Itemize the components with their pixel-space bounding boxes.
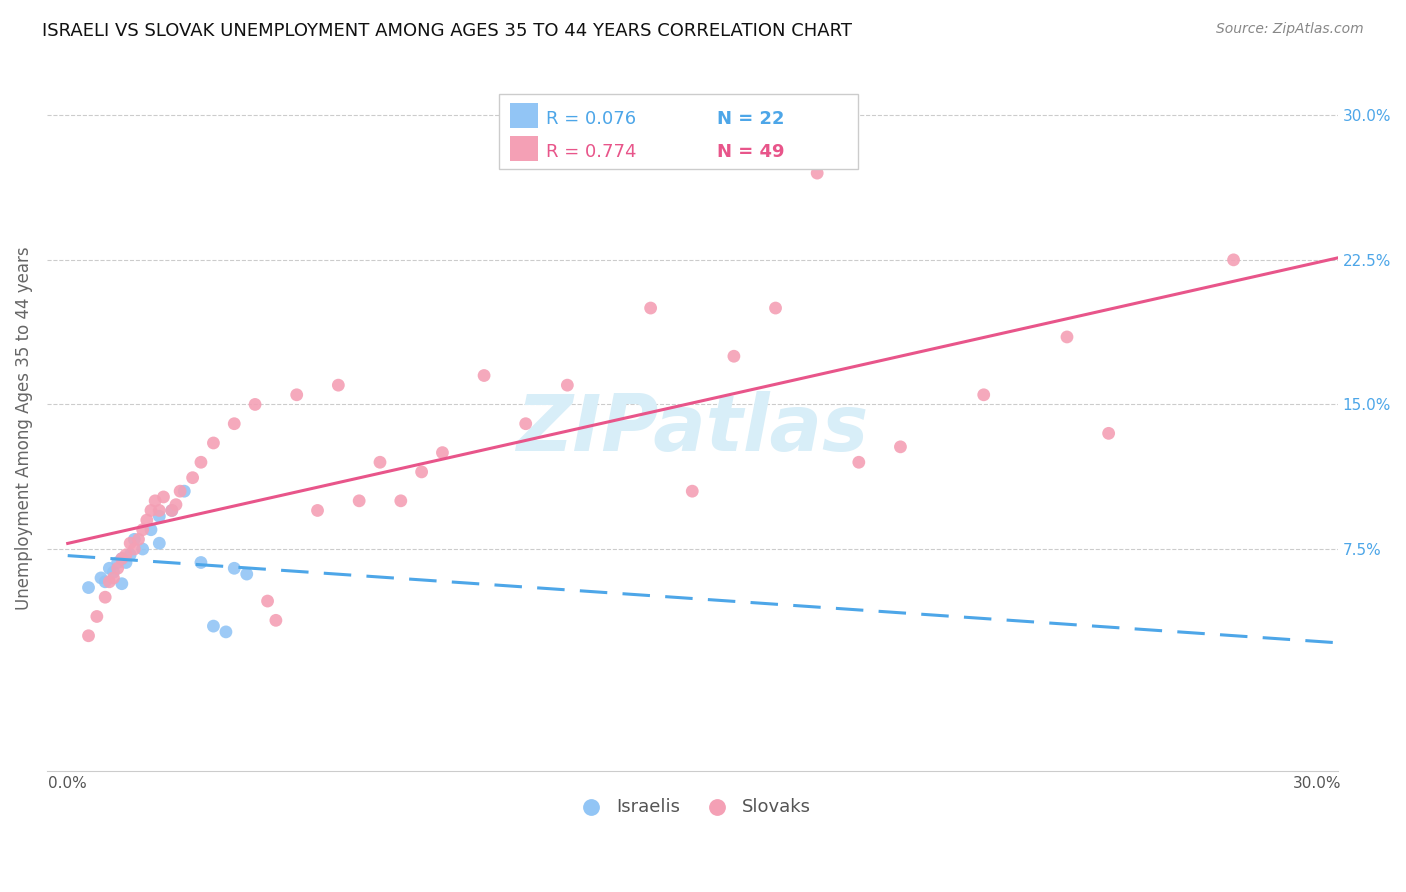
Point <box>224 417 246 431</box>
Point <box>111 576 134 591</box>
Point <box>190 556 212 570</box>
Point <box>143 493 166 508</box>
Point <box>124 533 146 547</box>
Point <box>215 624 238 639</box>
Point <box>243 397 266 411</box>
Point <box>848 455 870 469</box>
Point <box>181 471 204 485</box>
Point <box>765 301 787 315</box>
Point <box>640 301 662 315</box>
Point <box>264 613 287 627</box>
Text: N = 22: N = 22 <box>717 110 785 128</box>
Point <box>127 533 149 547</box>
Y-axis label: Unemployment Among Ages 35 to 44 years: Unemployment Among Ages 35 to 44 years <box>15 247 32 610</box>
Point <box>115 556 138 570</box>
Text: R = 0.774: R = 0.774 <box>546 143 636 161</box>
Point <box>202 619 225 633</box>
Point <box>235 567 257 582</box>
Text: R = 0.076: R = 0.076 <box>546 110 636 128</box>
Point <box>202 436 225 450</box>
Point <box>111 551 134 566</box>
Point <box>472 368 495 383</box>
Point <box>173 484 195 499</box>
Point <box>224 561 246 575</box>
Point <box>148 503 170 517</box>
Point <box>148 509 170 524</box>
Point <box>98 574 121 589</box>
Point <box>152 490 174 504</box>
Point <box>432 445 454 459</box>
Point <box>889 440 911 454</box>
Point <box>165 498 187 512</box>
Point <box>169 484 191 499</box>
Point <box>86 609 108 624</box>
Point <box>107 556 129 570</box>
Point <box>139 503 162 517</box>
Point <box>411 465 433 479</box>
Point <box>389 493 412 508</box>
Point <box>160 503 183 517</box>
Point <box>107 561 129 575</box>
Point <box>1056 330 1078 344</box>
Point <box>368 455 391 469</box>
Text: ISRAELI VS SLOVAK UNEMPLOYMENT AMONG AGES 35 TO 44 YEARS CORRELATION CHART: ISRAELI VS SLOVAK UNEMPLOYMENT AMONG AGE… <box>42 22 852 40</box>
Point <box>124 541 146 556</box>
Legend: Israelis, Slovaks: Israelis, Slovaks <box>567 791 818 823</box>
Point <box>681 484 703 499</box>
Point <box>160 503 183 517</box>
Point <box>139 523 162 537</box>
Point <box>515 417 537 431</box>
Point <box>94 574 117 589</box>
Point <box>135 513 157 527</box>
Point <box>77 629 100 643</box>
Point <box>131 523 153 537</box>
Text: N = 49: N = 49 <box>717 143 785 161</box>
Point <box>973 388 995 402</box>
Point <box>90 571 112 585</box>
Point <box>111 551 134 566</box>
Point <box>190 455 212 469</box>
Point <box>1098 426 1121 441</box>
Point <box>115 548 138 562</box>
Point <box>328 378 350 392</box>
Point <box>120 536 142 550</box>
Point <box>806 166 828 180</box>
Point <box>307 503 329 517</box>
Point <box>131 541 153 556</box>
Point <box>256 594 278 608</box>
Point <box>148 536 170 550</box>
Text: ZIPatlas: ZIPatlas <box>516 391 869 467</box>
Point <box>557 378 579 392</box>
Point <box>347 493 370 508</box>
Text: Source: ZipAtlas.com: Source: ZipAtlas.com <box>1216 22 1364 37</box>
Point <box>103 565 125 579</box>
Point <box>120 548 142 562</box>
Point <box>723 349 745 363</box>
Point <box>77 581 100 595</box>
Point <box>1222 252 1244 267</box>
Point <box>94 591 117 605</box>
Point <box>103 571 125 585</box>
Point <box>98 561 121 575</box>
Point <box>285 388 308 402</box>
